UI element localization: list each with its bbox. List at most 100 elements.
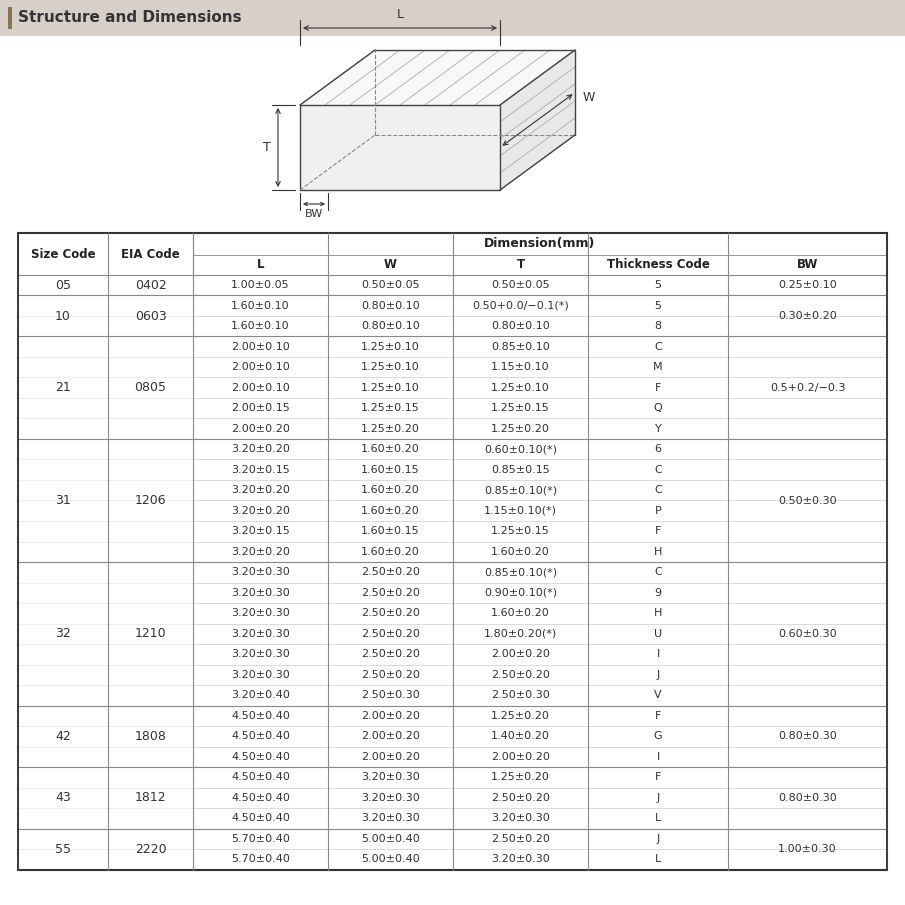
Text: 3.20±0.40: 3.20±0.40: [231, 691, 290, 700]
Text: 2.00±0.10: 2.00±0.10: [231, 383, 290, 393]
Text: 0.85±0.10: 0.85±0.10: [491, 342, 550, 352]
Text: 6: 6: [654, 444, 662, 454]
Text: BW: BW: [305, 209, 323, 219]
Text: 0.60±0.10(*): 0.60±0.10(*): [484, 444, 557, 454]
Text: G: G: [653, 731, 662, 741]
Text: 1.25±0.10: 1.25±0.10: [491, 383, 550, 393]
Text: 2.50±0.20: 2.50±0.20: [361, 670, 420, 680]
Text: 0.85±0.10(*): 0.85±0.10(*): [484, 567, 557, 577]
Text: 1206: 1206: [135, 494, 167, 507]
Text: 1.25±0.15: 1.25±0.15: [491, 526, 550, 537]
Text: 4.50±0.40: 4.50±0.40: [231, 752, 290, 762]
Text: L: L: [257, 259, 264, 272]
Text: 0.25±0.10: 0.25±0.10: [778, 281, 837, 291]
Text: 3.20±0.30: 3.20±0.30: [231, 608, 290, 618]
Text: 1.00±0.30: 1.00±0.30: [778, 844, 837, 854]
Text: 9: 9: [654, 587, 662, 597]
Text: 3.20±0.30: 3.20±0.30: [231, 629, 290, 639]
Text: 3.20±0.30: 3.20±0.30: [361, 772, 420, 782]
Text: 1.25±0.15: 1.25±0.15: [491, 404, 550, 414]
Text: 4.50±0.40: 4.50±0.40: [231, 731, 290, 741]
Text: 4.50±0.40: 4.50±0.40: [231, 793, 290, 803]
Text: I: I: [656, 649, 660, 659]
Text: 0402: 0402: [135, 279, 167, 291]
Text: Structure and Dimensions: Structure and Dimensions: [18, 11, 242, 25]
Text: 1812: 1812: [135, 791, 167, 805]
Polygon shape: [300, 50, 575, 105]
Bar: [0, 0, 905, 36]
Text: 2220: 2220: [135, 843, 167, 855]
Text: 2.50±0.20: 2.50±0.20: [491, 793, 550, 803]
Text: U: U: [654, 629, 662, 639]
Text: 1.15±0.10(*): 1.15±0.10(*): [484, 506, 557, 516]
Text: 4.50±0.40: 4.50±0.40: [231, 814, 290, 824]
Text: 1.25±0.20: 1.25±0.20: [361, 424, 420, 433]
Text: 05: 05: [55, 279, 71, 291]
Text: 3.20±0.30: 3.20±0.30: [491, 814, 550, 824]
Text: F: F: [655, 383, 662, 393]
Text: H: H: [653, 547, 662, 557]
Text: 2.00±0.20: 2.00±0.20: [361, 731, 420, 741]
Text: 3.20±0.30: 3.20±0.30: [231, 587, 290, 597]
Text: 2.00±0.15: 2.00±0.15: [231, 404, 290, 414]
Text: 1.25±0.20: 1.25±0.20: [491, 710, 550, 720]
Text: 3.20±0.30: 3.20±0.30: [491, 854, 550, 864]
Text: 3.20±0.30: 3.20±0.30: [361, 793, 420, 803]
Text: T: T: [517, 259, 525, 272]
Text: P: P: [654, 506, 662, 516]
Text: 3.20±0.30: 3.20±0.30: [231, 670, 290, 680]
Text: 3.20±0.20: 3.20±0.20: [231, 506, 290, 516]
Text: F: F: [655, 772, 662, 782]
Text: 0.5+0.2/−0.3: 0.5+0.2/−0.3: [770, 383, 845, 393]
Text: 0.85±0.15: 0.85±0.15: [491, 465, 550, 475]
Text: 2.50±0.20: 2.50±0.20: [361, 567, 420, 577]
Text: 2.50±0.30: 2.50±0.30: [491, 691, 550, 700]
Text: 55: 55: [55, 843, 71, 855]
Text: 3.20±0.20: 3.20±0.20: [231, 485, 290, 495]
Text: 2.50±0.20: 2.50±0.20: [361, 649, 420, 659]
Text: 1.60±0.20: 1.60±0.20: [361, 547, 420, 557]
Text: 8: 8: [654, 321, 662, 331]
Text: 1.60±0.20: 1.60±0.20: [491, 547, 550, 557]
Text: 1.60±0.10: 1.60±0.10: [231, 321, 290, 331]
Text: J: J: [656, 793, 660, 803]
Text: C: C: [654, 485, 662, 495]
Text: 1.60±0.15: 1.60±0.15: [361, 526, 420, 537]
Text: 0.60±0.30: 0.60±0.30: [778, 629, 837, 639]
Text: F: F: [655, 526, 662, 537]
Text: 2.50±0.20: 2.50±0.20: [491, 670, 550, 680]
Text: 42: 42: [55, 729, 71, 743]
Text: 2.00±0.10: 2.00±0.10: [231, 342, 290, 352]
Text: J: J: [656, 670, 660, 680]
Text: 2.50±0.20: 2.50±0.20: [361, 587, 420, 597]
Text: 0805: 0805: [135, 381, 167, 395]
Text: V: V: [654, 691, 662, 700]
Text: 1808: 1808: [135, 729, 167, 743]
Text: 4.50±0.40: 4.50±0.40: [231, 772, 290, 782]
Text: 2.50±0.20: 2.50±0.20: [361, 629, 420, 639]
Text: T: T: [263, 141, 271, 154]
Polygon shape: [500, 50, 575, 190]
Text: J: J: [656, 834, 660, 843]
Text: L: L: [655, 814, 662, 824]
Text: 5: 5: [654, 300, 662, 310]
Text: 21: 21: [55, 381, 71, 395]
Bar: [8, 7, 12, 29]
Text: 1.40±0.20: 1.40±0.20: [491, 731, 550, 741]
Text: 2.50±0.20: 2.50±0.20: [361, 608, 420, 618]
Text: 3.20±0.30: 3.20±0.30: [231, 567, 290, 577]
Text: 0.80±0.30: 0.80±0.30: [778, 793, 837, 803]
Text: 1.60±0.10: 1.60±0.10: [231, 300, 290, 310]
Text: L: L: [396, 8, 404, 21]
Text: 0.80±0.10: 0.80±0.10: [491, 321, 550, 331]
Text: M: M: [653, 362, 662, 372]
Text: 43: 43: [55, 791, 71, 805]
Text: W: W: [583, 91, 595, 104]
Text: 5.00±0.40: 5.00±0.40: [361, 854, 420, 864]
Text: 2.00±0.20: 2.00±0.20: [231, 424, 290, 433]
Text: 1.60±0.20: 1.60±0.20: [361, 485, 420, 495]
Text: Y: Y: [654, 424, 662, 433]
Text: 0.50±0.05: 0.50±0.05: [361, 281, 420, 291]
Text: 1.60±0.20: 1.60±0.20: [361, 444, 420, 454]
Text: 1.00±0.05: 1.00±0.05: [231, 281, 290, 291]
